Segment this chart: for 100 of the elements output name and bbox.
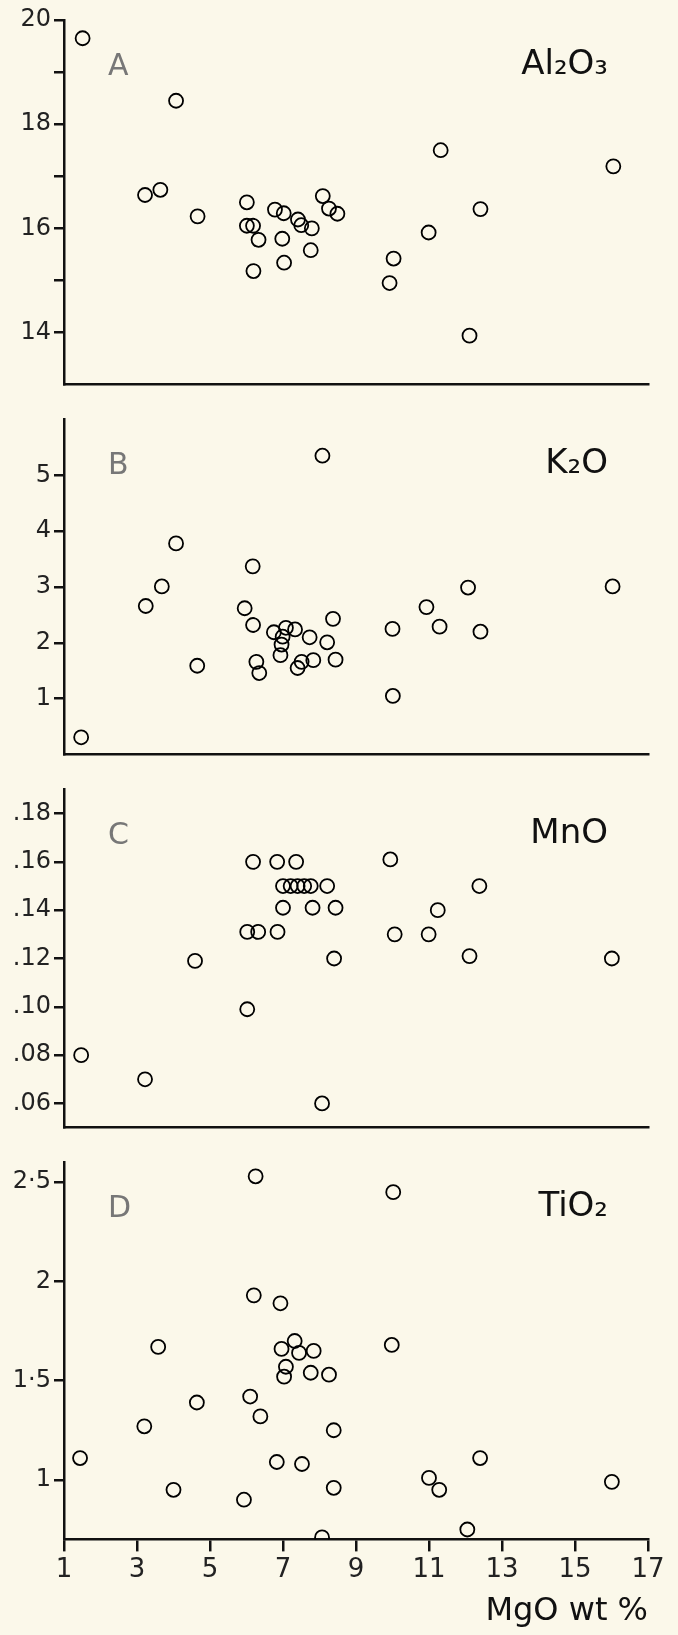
y-tick-label: 1 [35,682,51,711]
x-tick-label: 3 [128,1552,146,1583]
point [327,899,344,916]
point [326,950,342,967]
point [273,1341,290,1357]
point [245,217,261,234]
point [73,729,90,746]
point [472,1450,488,1466]
point [431,1481,448,1498]
point [245,263,262,279]
x-tick-label: 15 [558,1552,592,1583]
point [420,926,437,943]
point [460,579,476,596]
point [137,187,153,203]
point [252,1408,269,1425]
point [276,1368,292,1385]
annotation: Al₂O₃ [521,41,608,82]
point [386,926,403,943]
point [385,250,402,267]
point [421,1469,437,1486]
point [152,181,169,198]
point [472,623,489,640]
x-tick-label: 5 [201,1552,219,1583]
point [272,1295,289,1312]
point [189,208,206,225]
point [188,1394,205,1411]
point [319,634,336,651]
point [282,878,299,894]
point [137,1071,153,1088]
point [286,1333,303,1349]
point [314,188,331,204]
point [189,657,206,674]
point [603,950,620,967]
y-tick-label: .10 [12,991,51,1020]
x-tick-label: 9 [347,1552,365,1583]
point [385,1184,402,1201]
annotation: B [108,446,129,482]
point [73,1047,90,1064]
point [294,1456,310,1472]
point [305,1343,322,1359]
y-tick-label: .16 [12,846,51,875]
point [268,1454,285,1470]
point [461,948,478,964]
annotation: C [108,816,129,852]
point [293,217,310,234]
point [383,1337,400,1353]
point [275,899,291,916]
y-tick-label: 16 [20,212,51,241]
point [605,158,622,175]
point [321,200,337,217]
point [168,92,184,109]
y-tick-label: 18 [20,108,51,137]
point [242,1388,259,1405]
point [153,578,170,595]
point [461,327,478,344]
point [459,1521,476,1538]
point [289,660,306,676]
point [239,924,256,940]
y-tick-label: 20 [20,4,51,33]
point [236,1491,252,1508]
x-tick-label: 7 [274,1552,292,1583]
point [432,142,449,159]
point [278,619,294,636]
point [314,1095,330,1112]
point [290,211,306,228]
y-tick-label: 14 [20,316,51,345]
point [287,621,303,638]
y-tick-label: 4 [35,515,51,544]
annotation: K₂O [545,441,608,482]
x-tick-label: 13 [485,1552,519,1583]
point [247,1168,264,1185]
point [275,205,292,222]
point [603,1473,620,1490]
point [302,242,319,259]
point [239,1001,256,1018]
point [250,924,267,940]
point [314,447,331,464]
point [420,224,437,241]
point [296,878,313,894]
point [431,618,448,635]
point [321,1366,337,1383]
point [288,853,305,870]
point [272,647,289,664]
point [418,599,435,616]
point [72,1450,88,1466]
point [304,899,321,916]
point [238,194,255,211]
annotation: A [108,46,129,82]
point [325,610,341,627]
point [274,230,291,247]
y-tick-label: .18 [12,797,51,826]
y-tick-label: 3 [35,571,51,600]
point [265,624,282,641]
point [305,652,322,669]
point [269,853,286,870]
point [302,878,319,894]
point [289,878,306,894]
point [269,924,286,940]
point [303,220,320,237]
y-tick-label: 2 [35,1265,51,1294]
